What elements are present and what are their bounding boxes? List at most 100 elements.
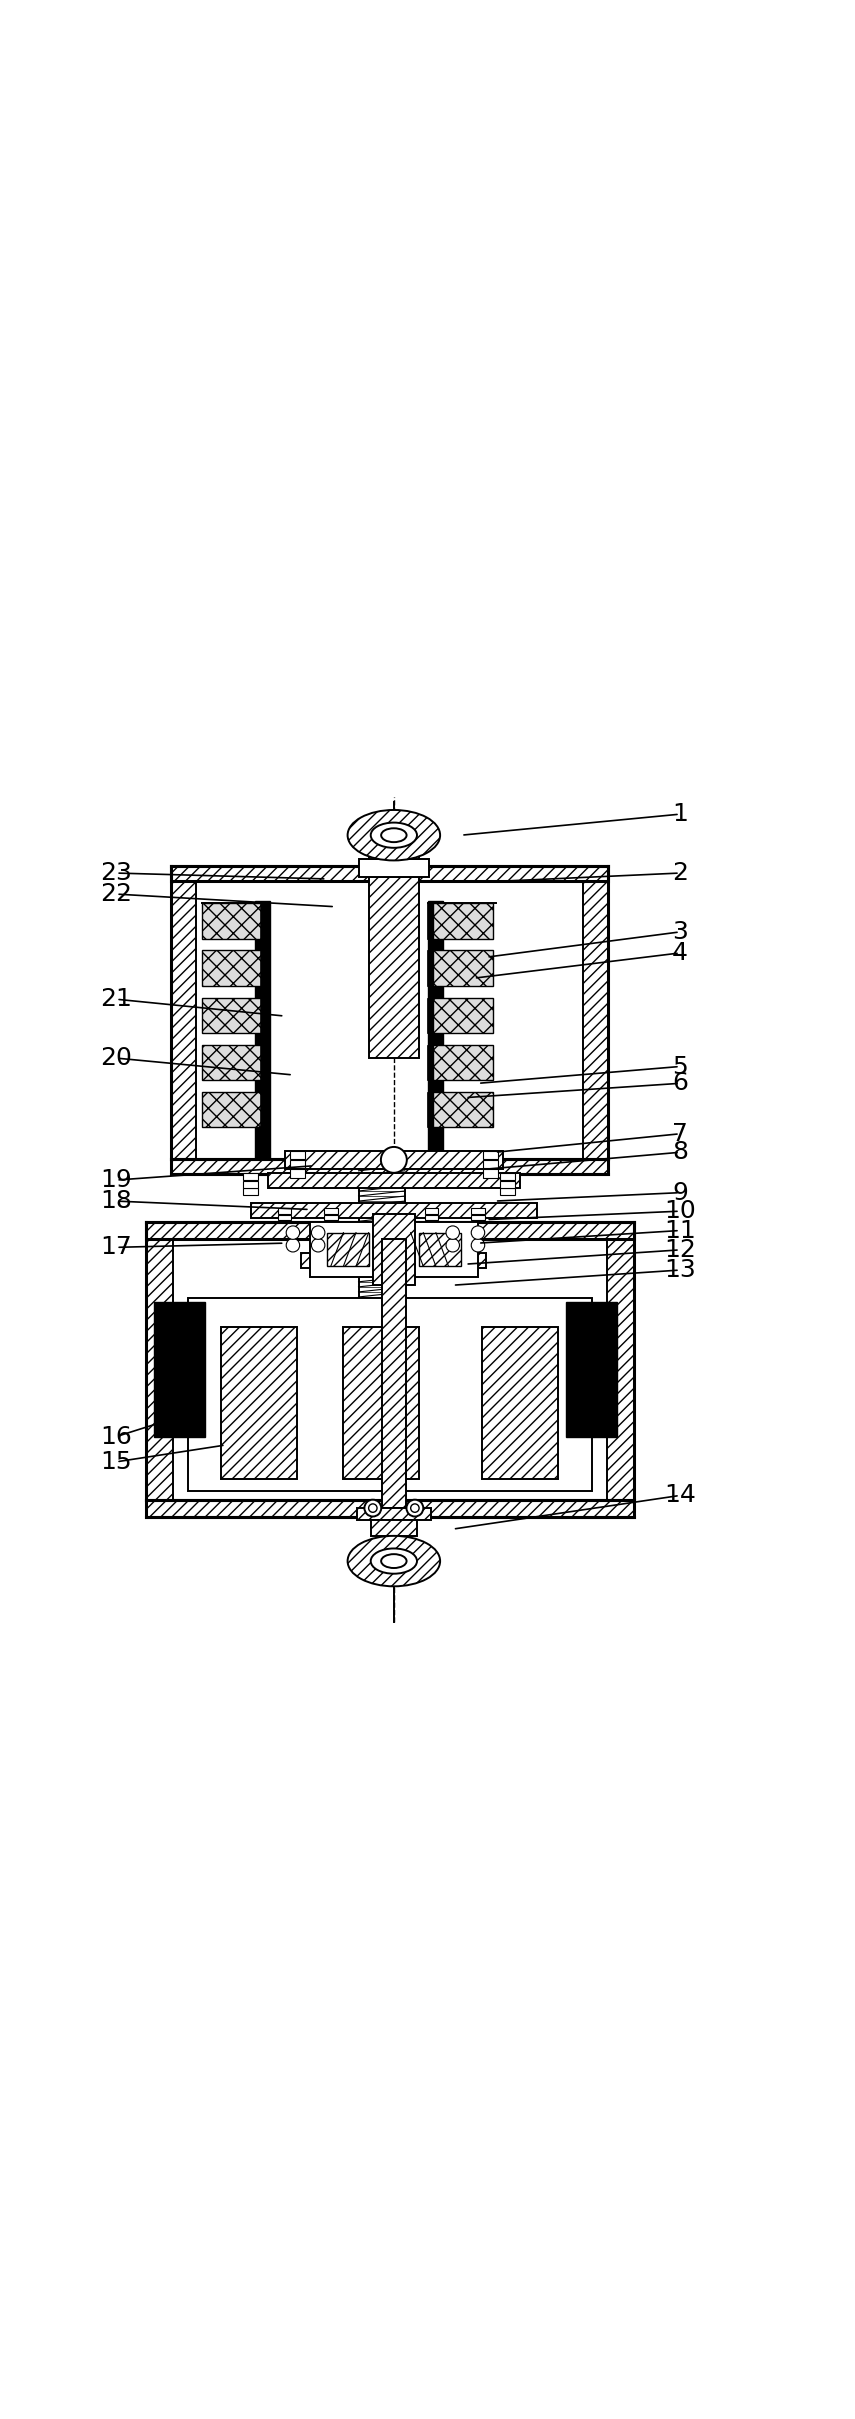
Bar (260, 1045, 267, 1079)
Bar (373, 1214, 415, 1284)
Text: 8: 8 (672, 1139, 687, 1164)
Bar (471, 1207, 485, 1214)
Bar (358, 859, 429, 878)
Bar (171, 1159, 609, 1173)
Bar (357, 1507, 431, 1519)
Bar (500, 1180, 515, 1188)
Ellipse shape (371, 1548, 417, 1575)
Bar (433, 997, 493, 1033)
Bar (358, 1161, 404, 1301)
Bar (244, 1173, 258, 1180)
Bar (244, 1180, 258, 1188)
Text: 19: 19 (100, 1168, 133, 1193)
Text: 3: 3 (672, 919, 687, 943)
Bar (251, 1202, 537, 1217)
Text: 23: 23 (100, 861, 133, 885)
Text: 10: 10 (664, 1200, 696, 1224)
Text: 20: 20 (100, 1045, 133, 1069)
Ellipse shape (348, 1536, 440, 1587)
Ellipse shape (371, 822, 417, 847)
Text: 16: 16 (100, 1425, 133, 1449)
Bar (427, 902, 433, 939)
Bar (427, 951, 433, 987)
Text: 9: 9 (672, 1180, 687, 1205)
Circle shape (446, 1239, 459, 1253)
Bar (171, 881, 196, 1159)
Text: 12: 12 (663, 1239, 696, 1263)
Text: 4: 4 (672, 941, 687, 965)
Bar (433, 902, 493, 939)
Bar (202, 902, 262, 939)
Bar (425, 1214, 439, 1222)
Bar (260, 951, 267, 987)
Bar (285, 1151, 504, 1168)
Bar (145, 1500, 634, 1517)
Circle shape (311, 1239, 325, 1253)
Text: 14: 14 (663, 1483, 696, 1507)
Bar (483, 1151, 498, 1159)
Bar (202, 997, 262, 1033)
Bar (482, 1328, 557, 1478)
Bar (380, 861, 407, 873)
Bar (310, 1222, 478, 1277)
Circle shape (369, 1505, 377, 1512)
Bar (344, 1328, 419, 1478)
Bar (500, 1173, 515, 1180)
Bar (428, 900, 443, 1159)
Text: 6: 6 (672, 1072, 687, 1096)
Bar (221, 1328, 298, 1478)
Circle shape (311, 1226, 325, 1239)
Bar (433, 1091, 493, 1127)
Text: 7: 7 (672, 1122, 687, 1147)
Text: 18: 18 (100, 1190, 133, 1212)
Circle shape (446, 1226, 459, 1239)
Text: 17: 17 (100, 1236, 133, 1260)
Bar (327, 1234, 369, 1265)
Bar (427, 1045, 433, 1079)
Circle shape (471, 1226, 485, 1239)
Bar (145, 1239, 173, 1500)
Bar (154, 1301, 204, 1437)
Bar (278, 1207, 292, 1214)
Circle shape (471, 1239, 485, 1253)
Bar (202, 1091, 262, 1127)
Bar (419, 1234, 461, 1265)
Bar (202, 1045, 262, 1079)
Bar (301, 1253, 486, 1268)
Bar (145, 1222, 634, 1239)
Bar (260, 997, 267, 1033)
Bar (607, 1239, 634, 1500)
Text: 1: 1 (672, 803, 687, 827)
Circle shape (406, 1500, 423, 1517)
Bar (566, 1301, 616, 1437)
Text: 22: 22 (100, 883, 133, 907)
Circle shape (286, 1226, 299, 1239)
Bar (260, 1091, 267, 1127)
Bar (324, 1207, 338, 1214)
Ellipse shape (381, 827, 407, 842)
Bar (369, 878, 419, 1057)
Bar (278, 1214, 292, 1222)
Text: 5: 5 (672, 1055, 687, 1079)
Bar (371, 1519, 417, 1536)
Circle shape (410, 1505, 419, 1512)
Circle shape (380, 1147, 407, 1173)
Bar (483, 1159, 498, 1168)
Bar (433, 1045, 493, 1079)
Bar (427, 997, 433, 1033)
Bar (483, 1168, 498, 1178)
Bar (500, 1188, 515, 1195)
Bar (425, 1207, 439, 1214)
Bar (369, 851, 418, 861)
Bar (202, 951, 262, 987)
Bar (244, 1188, 258, 1195)
Bar (583, 881, 609, 1159)
Bar (290, 1168, 304, 1178)
Circle shape (286, 1239, 299, 1253)
Bar (433, 951, 493, 987)
Bar (290, 1159, 304, 1168)
Text: 21: 21 (100, 987, 133, 1011)
Text: 13: 13 (664, 1258, 696, 1282)
Text: 2: 2 (672, 861, 687, 885)
Bar (290, 1151, 304, 1159)
